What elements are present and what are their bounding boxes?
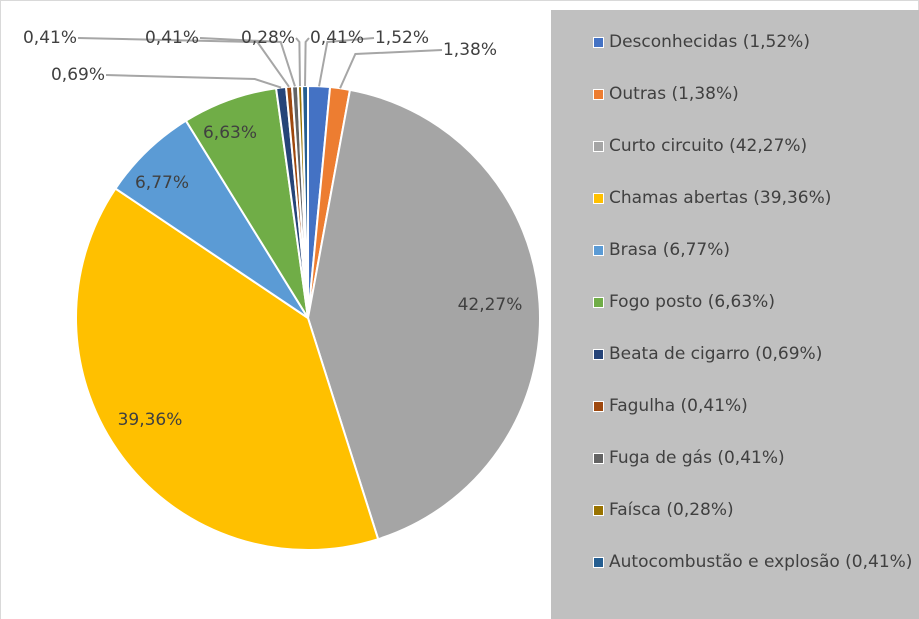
legend-swatch xyxy=(593,349,604,360)
legend-label: Outras (1,38%) xyxy=(609,84,739,104)
legend-swatch xyxy=(593,193,604,204)
legend-item: Brasa (6,77%) xyxy=(593,238,919,262)
legend-item: Beata de cigarro (0,69%) xyxy=(593,342,919,366)
legend-swatch xyxy=(593,37,604,48)
leader-line xyxy=(199,37,296,87)
data-label: 0,41% xyxy=(145,28,199,48)
legend-swatch xyxy=(593,297,604,308)
legend-swatch xyxy=(593,245,604,256)
legend-item: Fuga de gás (0,41%) xyxy=(593,446,919,470)
data-label: 0,28% xyxy=(241,28,295,48)
data-label: 42,27% xyxy=(458,295,523,315)
legend-item: Fogo posto (6,63%) xyxy=(593,290,919,314)
legend-label: Chamas abertas (39,36%) xyxy=(609,188,832,208)
legend-item: Desconhecidas (1,52%) xyxy=(593,30,919,54)
leader-line xyxy=(105,74,282,89)
legend-swatch xyxy=(593,505,604,516)
data-label: 1,38% xyxy=(443,40,497,60)
legend-label: Fogo posto (6,63%) xyxy=(609,292,775,312)
data-label: 39,36% xyxy=(118,410,183,430)
legend-item: Faísca (0,28%) xyxy=(593,498,919,522)
legend-label: Brasa (6,77%) xyxy=(609,240,731,260)
pie-slice xyxy=(306,88,541,541)
legend-item: Curto circuito (42,27%) xyxy=(593,134,919,158)
data-label: 0,69% xyxy=(51,65,105,85)
legend-label: Autocombustão e explosão (0,41%) xyxy=(609,552,913,572)
legend-label: Faísca (0,28%) xyxy=(609,500,734,520)
data-label: 0,41% xyxy=(310,28,364,48)
pie-slice xyxy=(301,84,309,319)
data-label: 6,77% xyxy=(135,173,189,193)
legend-item: Fagulha (0,41%) xyxy=(593,394,919,418)
leader-line xyxy=(77,37,290,88)
legend-swatch xyxy=(593,557,604,568)
legend-swatch xyxy=(593,401,604,412)
legend-label: Fuga de gás (0,41%) xyxy=(609,448,785,468)
legend-label: Desconhecidas (1,52%) xyxy=(609,32,810,52)
leader-line xyxy=(304,37,310,87)
leader-line xyxy=(318,37,375,87)
pie-slice xyxy=(75,187,380,551)
legend: Desconhecidas (1,52%) Outras (1,38%) Curto… xyxy=(551,10,919,619)
legend-swatch xyxy=(593,141,604,152)
leader-line xyxy=(339,49,443,89)
leader-line xyxy=(295,37,301,87)
legend-label: Beata de cigarro (0,69%) xyxy=(609,344,823,364)
legend-label: Curto circuito (42,27%) xyxy=(609,136,808,156)
legend-item: Autocombustão e explosão (0,41%) xyxy=(593,550,919,574)
data-label: 6,63% xyxy=(203,123,257,143)
data-label: 1,52% xyxy=(375,28,429,48)
legend-item: Chamas abertas (39,36%) xyxy=(593,186,919,210)
legend-item: Outras (1,38%) xyxy=(593,82,919,106)
legend-swatch xyxy=(593,89,604,100)
data-label: 0,41% xyxy=(23,28,77,48)
legend-swatch xyxy=(593,453,604,464)
legend-label: Fagulha (0,41%) xyxy=(609,396,748,416)
